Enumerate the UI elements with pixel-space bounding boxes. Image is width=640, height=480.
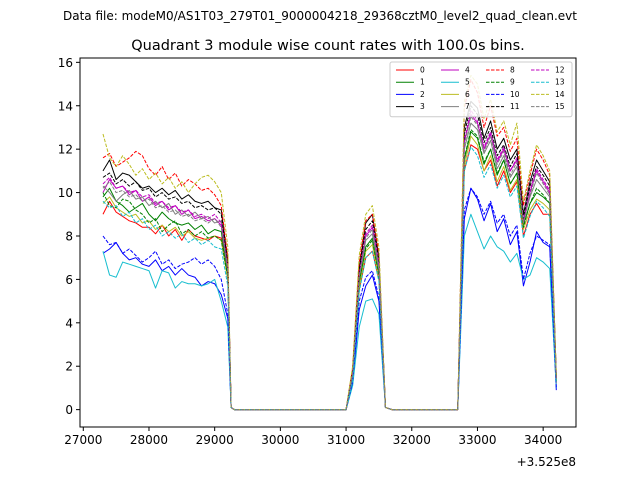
x-tick-label: 33000 xyxy=(458,433,496,447)
x-tick-label: 27000 xyxy=(64,433,102,447)
legend-label-0: 0 xyxy=(420,66,425,75)
legend-label-13: 13 xyxy=(555,78,565,87)
series-line-5 xyxy=(102,213,557,411)
chart-suptitle: Data file: modeM0/AS1T03_279T01_90000042… xyxy=(63,9,577,23)
legend-label-7: 7 xyxy=(465,102,470,111)
legend-label-12: 12 xyxy=(555,66,565,75)
legend-label-10: 10 xyxy=(510,90,520,99)
plot-area-frame xyxy=(79,57,577,428)
x-tick-label: 29000 xyxy=(196,433,234,447)
y-tick-label: 14 xyxy=(58,99,73,113)
y-tick-label: 12 xyxy=(58,143,73,157)
legend-label-5: 5 xyxy=(465,78,470,87)
x-tick-label: 32000 xyxy=(393,433,431,447)
legend-label-6: 6 xyxy=(465,90,470,99)
series-line-2 xyxy=(102,187,557,411)
legend-label-9: 9 xyxy=(510,78,515,87)
series-line-14 xyxy=(102,74,557,411)
series-line-11 xyxy=(102,105,557,411)
series-line-15 xyxy=(102,116,557,411)
y-tick-label: 6 xyxy=(65,273,73,287)
x-offset-label: +3.525e8 xyxy=(517,455,576,469)
x-tick-label: 30000 xyxy=(261,433,299,447)
legend-label-4: 4 xyxy=(465,66,470,75)
legend-label-2: 2 xyxy=(420,90,425,99)
y-tick-label: 0 xyxy=(65,403,73,417)
x-tick-label: 31000 xyxy=(327,433,365,447)
x-tick-label: 34000 xyxy=(524,433,562,447)
y-tick-label: 8 xyxy=(65,229,73,243)
legend-label-8: 8 xyxy=(510,66,515,75)
series-line-3 xyxy=(102,100,557,411)
legend-label-3: 3 xyxy=(420,102,425,111)
series-line-7 xyxy=(102,122,557,411)
series-line-8 xyxy=(102,79,557,411)
legend-label-1: 1 xyxy=(420,78,425,87)
series-line-1 xyxy=(102,131,557,411)
plot-axes: 27000 28000 29000 30000 31000 32000 33000 34000… xyxy=(58,56,563,447)
y-tick-label: 10 xyxy=(58,186,73,200)
legend-frame xyxy=(389,61,573,118)
legend-label-11: 11 xyxy=(510,102,520,111)
series-line-4 xyxy=(102,113,557,411)
series-line-10 xyxy=(102,187,557,411)
y-tick-label: 2 xyxy=(65,360,73,374)
legend-label-15: 15 xyxy=(555,102,565,111)
y-tick-label: 4 xyxy=(65,316,73,330)
y-tick-label: 16 xyxy=(58,56,73,70)
chart-title: Quadrant 3 module wise count rates with … xyxy=(131,38,525,54)
plot-series xyxy=(102,74,557,411)
legend-label-14: 14 xyxy=(555,90,565,99)
x-tick-label: 28000 xyxy=(130,433,168,447)
